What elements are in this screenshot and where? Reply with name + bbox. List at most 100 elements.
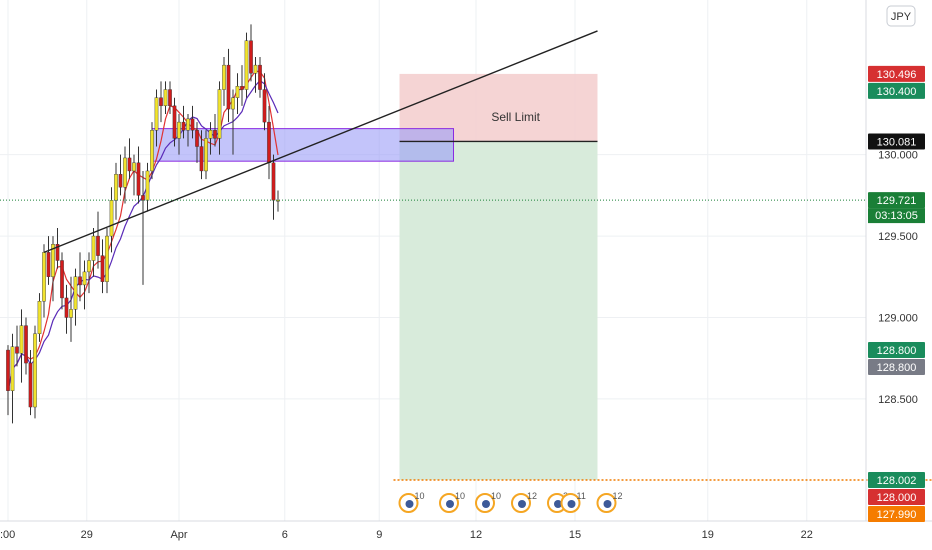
candle-body — [51, 244, 55, 277]
candle — [217, 81, 222, 155]
candle-body — [213, 130, 217, 139]
candle — [271, 154, 276, 220]
price-label-text: 128.000 — [877, 492, 917, 504]
candle-body — [172, 105, 177, 139]
price-label-bg — [868, 488, 925, 505]
currency-label: JPY — [891, 11, 912, 23]
candle — [19, 309, 24, 383]
candle-body — [154, 97, 159, 131]
candle — [186, 113, 190, 147]
trendline — [43, 30, 598, 254]
candle — [163, 81, 168, 114]
candle-body — [271, 162, 276, 201]
x-tick-label: 22 — [801, 529, 813, 541]
candle-body — [204, 138, 208, 172]
candle — [222, 56, 226, 106]
candle-body — [262, 89, 267, 123]
candle — [258, 56, 262, 98]
candle-body — [24, 325, 28, 364]
y-tick-label: 129.000 — [878, 312, 918, 324]
candle-body — [199, 146, 204, 172]
candle-body — [258, 64, 262, 90]
candle — [15, 325, 19, 367]
price-axis[interactable]: 130.000 129.500 129.000 128.500 — [878, 150, 918, 406]
candle — [231, 89, 235, 155]
y-tick-label: 130.000 — [878, 150, 918, 162]
candle-body — [240, 86, 244, 90]
candle — [235, 73, 240, 114]
candle-body — [19, 325, 24, 354]
candle — [199, 130, 204, 180]
flag-icon — [405, 500, 414, 508]
price-label-text: 128.002 — [877, 475, 917, 487]
event-count: 11 — [577, 491, 586, 501]
candle-body — [6, 349, 10, 391]
currency-button[interactable]: JPY — [886, 5, 916, 27]
candle-body — [73, 276, 78, 310]
candle — [267, 105, 271, 180]
event-count: 12 — [613, 491, 623, 501]
events[interactable]: 1010101221112 — [398, 491, 623, 513]
candle — [208, 122, 213, 155]
event-marker[interactable]: 11 — [560, 491, 586, 513]
candle — [46, 236, 51, 285]
lines — [0, 30, 932, 481]
candle-body — [118, 174, 123, 188]
candle-body — [145, 170, 150, 201]
price-label: 130.496 — [868, 65, 925, 82]
countdown-text: 03:13:05 — [875, 210, 918, 222]
candle — [105, 227, 109, 294]
y-tick-label: 129.500 — [878, 231, 918, 243]
event-marker[interactable]: 12 — [596, 491, 623, 513]
flag-icon — [554, 500, 562, 508]
candle-body — [163, 89, 168, 107]
price-label-bg — [868, 505, 925, 522]
candle — [244, 32, 249, 98]
candle — [78, 252, 82, 302]
event-count: 10 — [491, 491, 501, 501]
price-label: 128.800 — [868, 359, 925, 376]
x-tick-label: 29 — [81, 529, 93, 541]
flag-icon — [482, 500, 490, 508]
candle — [51, 236, 55, 302]
x-tick-label: 12 — [470, 529, 482, 541]
candle-body — [105, 235, 109, 282]
flag-icon — [518, 500, 526, 508]
price-label-bg — [868, 359, 925, 376]
time-axis[interactable]: :00 29 Apr 6 9 12 15 19 22 — [0, 529, 813, 541]
candle — [240, 65, 244, 106]
event-count: 10 — [415, 491, 425, 501]
candle — [132, 154, 136, 196]
candle — [28, 350, 33, 416]
candle — [64, 284, 69, 334]
candle — [150, 122, 154, 180]
candle-body — [132, 162, 136, 172]
candle — [109, 187, 114, 253]
event-marker[interactable]: 10 — [475, 491, 501, 513]
candle-body — [28, 362, 33, 408]
candle-body — [42, 252, 46, 302]
candle-body — [10, 346, 15, 391]
candle — [276, 190, 280, 212]
take-profit-zone — [399, 141, 598, 480]
candle-body — [33, 333, 37, 408]
event-marker[interactable]: 10 — [398, 491, 425, 513]
candle-body — [55, 244, 60, 261]
event-marker[interactable]: 10 — [439, 491, 465, 513]
candle — [82, 260, 87, 310]
candle-body — [46, 252, 51, 277]
candle-body — [231, 97, 235, 110]
price-label: 127.990 — [868, 505, 925, 522]
candle — [141, 170, 145, 285]
candle-body — [190, 118, 195, 131]
flag-icon — [603, 500, 612, 508]
candle — [60, 252, 64, 310]
candle-body — [69, 309, 73, 318]
event-marker[interactable]: 12 — [511, 491, 537, 513]
candle-body — [109, 200, 114, 237]
flag-icon — [567, 500, 576, 508]
candle-body — [181, 121, 186, 131]
candle — [91, 227, 96, 277]
candle-body — [150, 130, 154, 172]
